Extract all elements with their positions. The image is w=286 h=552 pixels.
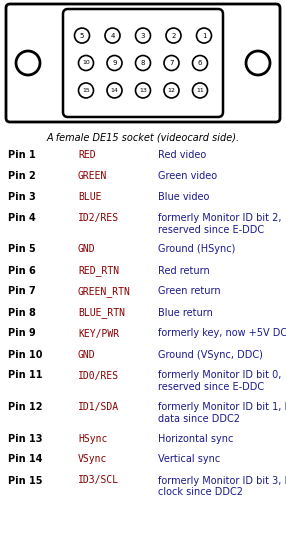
Text: 14: 14	[111, 88, 118, 93]
Circle shape	[107, 56, 122, 71]
Text: ID2/RES: ID2/RES	[78, 213, 119, 223]
Circle shape	[246, 51, 270, 75]
Text: 5: 5	[80, 33, 84, 39]
Text: RED: RED	[78, 150, 96, 160]
Text: 1: 1	[202, 33, 206, 39]
Text: Pin 13: Pin 13	[8, 433, 43, 443]
Text: Pin 15: Pin 15	[8, 475, 43, 486]
Circle shape	[16, 51, 40, 75]
Text: 7: 7	[169, 60, 174, 66]
Text: Pin 14: Pin 14	[8, 454, 43, 464]
Circle shape	[136, 56, 150, 71]
Text: Pin 6: Pin 6	[8, 266, 36, 275]
Circle shape	[164, 56, 179, 71]
Text: Pin 12: Pin 12	[8, 402, 43, 412]
Text: Ground (HSync): Ground (HSync)	[158, 245, 235, 254]
Text: formerly Monitor ID bit 0,
reserved since E-DDC: formerly Monitor ID bit 0, reserved sinc…	[158, 370, 281, 392]
Text: Red return: Red return	[158, 266, 210, 275]
Text: Blue video: Blue video	[158, 192, 209, 202]
Text: Pin 11: Pin 11	[8, 370, 43, 380]
Text: RED_RTN: RED_RTN	[78, 266, 119, 277]
Text: Pin 1: Pin 1	[8, 150, 36, 160]
Circle shape	[107, 83, 122, 98]
Text: formerly Monitor ID bit 1, I²C
data since DDC2: formerly Monitor ID bit 1, I²C data sinc…	[158, 402, 286, 423]
Circle shape	[196, 28, 212, 43]
Text: 9: 9	[112, 60, 117, 66]
Text: 12: 12	[168, 88, 175, 93]
Circle shape	[192, 56, 208, 71]
Text: Pin 8: Pin 8	[8, 307, 36, 317]
Text: 15: 15	[82, 88, 90, 93]
Text: Horizontal sync: Horizontal sync	[158, 433, 233, 443]
Text: 4: 4	[110, 33, 115, 39]
Circle shape	[78, 83, 94, 98]
Circle shape	[78, 56, 94, 71]
Text: A female DE15 socket (videocard side).: A female DE15 socket (videocard side).	[46, 132, 240, 142]
Text: Vertical sync: Vertical sync	[158, 454, 220, 464]
Text: Green video: Green video	[158, 171, 217, 181]
Text: 8: 8	[141, 60, 145, 66]
Circle shape	[136, 28, 150, 43]
Text: Pin 9: Pin 9	[8, 328, 36, 338]
Text: ID0/RES: ID0/RES	[78, 370, 119, 380]
Text: GREEN: GREEN	[78, 171, 107, 181]
Circle shape	[166, 28, 181, 43]
Text: Pin 7: Pin 7	[8, 286, 36, 296]
Text: Red video: Red video	[158, 150, 206, 160]
Text: ID3/SCL: ID3/SCL	[78, 475, 119, 486]
Text: Pin 5: Pin 5	[8, 245, 36, 254]
Text: Pin 10: Pin 10	[8, 349, 43, 359]
Circle shape	[136, 83, 150, 98]
Text: 3: 3	[141, 33, 145, 39]
Text: 6: 6	[198, 60, 202, 66]
Circle shape	[164, 83, 179, 98]
Text: formerly Monitor ID bit 2,
reserved since E-DDC: formerly Monitor ID bit 2, reserved sinc…	[158, 213, 281, 235]
Text: HSync: HSync	[78, 433, 107, 443]
Text: 2: 2	[171, 33, 176, 39]
Text: formerly key, now +5V DC: formerly key, now +5V DC	[158, 328, 286, 338]
Text: GREEN_RTN: GREEN_RTN	[78, 286, 131, 298]
FancyBboxPatch shape	[6, 4, 280, 122]
FancyBboxPatch shape	[63, 9, 223, 117]
Circle shape	[192, 83, 208, 98]
Text: 11: 11	[196, 88, 204, 93]
Circle shape	[74, 28, 90, 43]
Text: Pin 3: Pin 3	[8, 192, 36, 202]
Text: BLUE_RTN: BLUE_RTN	[78, 307, 125, 319]
Text: GND: GND	[78, 349, 96, 359]
Text: formerly Monitor ID bit 3, I²C
clock since DDC2: formerly Monitor ID bit 3, I²C clock sin…	[158, 475, 286, 497]
Text: 13: 13	[139, 88, 147, 93]
Text: Blue return: Blue return	[158, 307, 213, 317]
Text: Pin 4: Pin 4	[8, 213, 36, 223]
Text: KEY/PWR: KEY/PWR	[78, 328, 119, 338]
Text: VSync: VSync	[78, 454, 107, 464]
Text: GND: GND	[78, 245, 96, 254]
Text: ID1/SDA: ID1/SDA	[78, 402, 119, 412]
Text: Green return: Green return	[158, 286, 221, 296]
Text: Pin 2: Pin 2	[8, 171, 36, 181]
Circle shape	[105, 28, 120, 43]
Text: Ground (VSync, DDC): Ground (VSync, DDC)	[158, 349, 263, 359]
Text: 10: 10	[82, 61, 90, 66]
Text: BLUE: BLUE	[78, 192, 102, 202]
